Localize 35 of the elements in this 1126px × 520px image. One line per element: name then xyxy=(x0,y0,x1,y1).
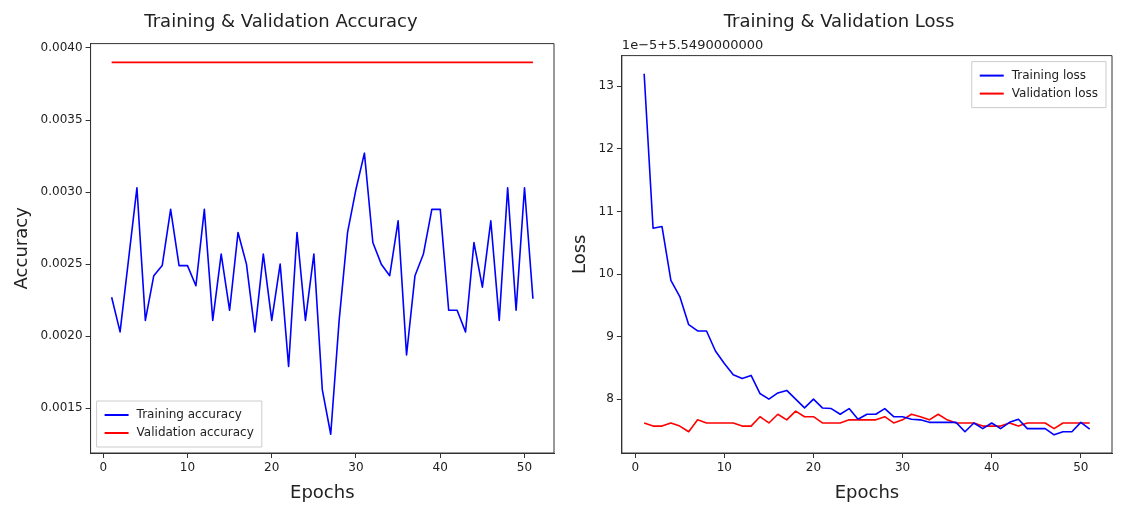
x-tick-label: 20 xyxy=(264,460,280,475)
x-tick-label: 0 xyxy=(631,460,640,475)
y-tick-label: 0.0015 xyxy=(40,400,83,415)
y-tick-label: 9 xyxy=(606,328,614,343)
x-tick-label: 40 xyxy=(432,460,448,475)
legend-label: Training accuracy xyxy=(135,407,242,422)
legend-label: Training loss xyxy=(1010,67,1087,82)
y-tick-label: 10 xyxy=(598,266,614,281)
y-tick-label: 8 xyxy=(606,391,614,406)
y-tick-label: 12 xyxy=(598,140,614,155)
y-tick-label: 13 xyxy=(598,78,614,93)
y-tick-label: 0.0025 xyxy=(40,256,83,271)
x-tick-label: 10 xyxy=(716,460,732,475)
legend-label: Validation loss xyxy=(1011,85,1098,100)
x-tick-label: 0 xyxy=(99,460,108,475)
chart-title: Training & Validation Loss xyxy=(722,10,955,32)
x-axis-title: Epochs xyxy=(834,480,900,502)
y-tick-label: 0.0040 xyxy=(40,40,83,55)
x-tick-label: 30 xyxy=(348,460,364,475)
x-tick-label: 20 xyxy=(805,460,822,475)
legend-label: Validation accuracy xyxy=(136,425,254,440)
x-tick-label: 50 xyxy=(1073,460,1089,475)
x-tick-label: 50 xyxy=(516,460,533,475)
y-axis-title: Loss xyxy=(568,234,590,275)
x-tick-label: 30 xyxy=(894,460,911,475)
y-tick-label: 0.0035 xyxy=(40,112,83,127)
x-axis-title: Epochs xyxy=(290,480,355,502)
chart-title: Training & Validation Accuracy xyxy=(143,10,418,32)
y-tick-label: 11 xyxy=(598,203,614,218)
y-tick-label: 0.0020 xyxy=(40,328,83,343)
text: 1e−5+5.5490000000 xyxy=(621,37,764,53)
x-tick-label: 40 xyxy=(984,460,1000,475)
y-tick-label: 0.0030 xyxy=(40,184,83,199)
x-tick-label: 10 xyxy=(179,460,196,475)
y-axis-title: Accuracy xyxy=(10,206,32,290)
